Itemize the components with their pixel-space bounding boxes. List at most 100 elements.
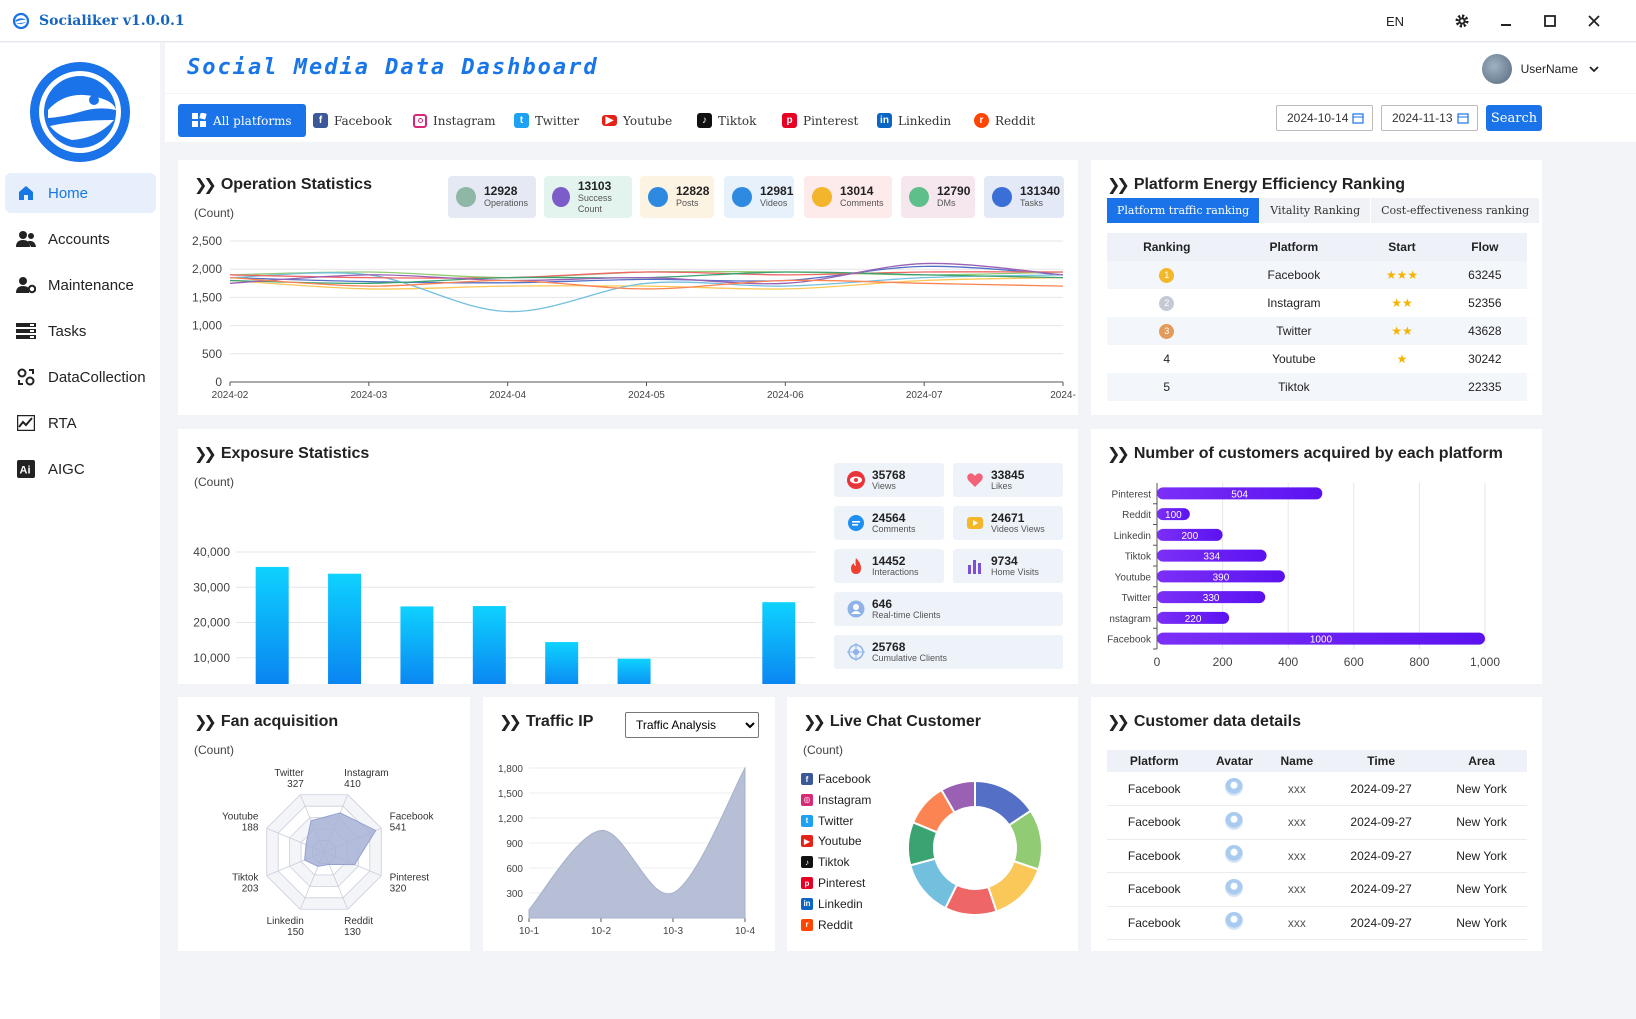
users-icon <box>846 599 866 619</box>
chevrons-icon: ❯❯ <box>499 714 522 731</box>
legend-item-youtube: ▶ Youtube <box>801 834 862 848</box>
pinterest-icon: p <box>801 877 813 889</box>
table-row: 4 Youtube ★ 30242 <box>1107 345 1527 373</box>
series-line-5 <box>229 271 1064 279</box>
table-row: Facebook xxx 2024-09-27 New York <box>1107 839 1527 873</box>
table-row: 2 Instagram ★★ 52356 <box>1107 289 1527 317</box>
avatar-icon <box>1225 912 1244 931</box>
stars-cell: ★★★ <box>1361 261 1443 289</box>
sidebar-item-accounts[interactable]: Accounts <box>5 219 156 259</box>
y-tick-label: 0 <box>517 914 523 925</box>
close-icon[interactable] <box>1572 0 1616 42</box>
stat-label: DMs <box>937 198 956 208</box>
unit-label: (Count) <box>194 206 235 220</box>
sidebar-item-home[interactable]: Home <box>5 173 156 213</box>
stat-box-tasks: 131340 Tasks <box>984 176 1064 218</box>
tab-pinterest[interactable]: p Pinterest <box>782 104 858 137</box>
compass-icon <box>648 187 668 207</box>
sidebar-nav: Home Accounts Maintenance Tasks DataColl… <box>5 173 156 495</box>
brand-logo-icon <box>30 62 130 162</box>
language-selector[interactable]: EN <box>1385 13 1404 29</box>
fire-icon <box>846 556 866 576</box>
y-tick-label: Linkedin <box>1114 531 1151 542</box>
x-tick-label: 2024-04 <box>489 390 526 401</box>
y-tick-label: 1,200 <box>498 814 523 825</box>
tab-tiktok[interactable]: ♪ Tiktok <box>697 104 756 137</box>
legend-item-facebook: f Facebook <box>801 772 871 786</box>
unit-label: (Count) <box>194 743 235 757</box>
sidebar-item-label: Maintenance <box>48 276 134 294</box>
traffic-analysis-select[interactable]: Traffic Analysis <box>625 712 759 738</box>
tab-facebook[interactable]: f Facebook <box>313 104 392 137</box>
minimize-icon[interactable] <box>1484 0 1528 42</box>
time-cell: 2024-09-27 <box>1326 805 1437 840</box>
all-platforms-icon <box>192 113 207 128</box>
x-tick-label: 2024-05 <box>628 390 665 401</box>
sidebar-item-datacollection[interactable]: DataCollection <box>5 357 156 397</box>
tab-youtube[interactable]: ▶ Youtube <box>602 104 672 137</box>
x-tick-label: 200 <box>1213 655 1233 669</box>
stat-box-comments: 13014 Comments <box>804 176 892 218</box>
stat-label: Home Visits <box>991 566 1039 577</box>
area-cell: New York <box>1436 906 1527 940</box>
app-logo-icon <box>12 12 30 29</box>
stat-box-comments: 24564 Comments <box>834 506 944 540</box>
y-tick-label: 20,000 <box>193 616 230 630</box>
start-date-input[interactable]: 2024-10-14 <box>1276 105 1373 131</box>
sidebar-item-maintenance[interactable]: Maintenance <box>5 265 156 305</box>
sidebar-item-tasks[interactable]: Tasks <box>5 311 156 351</box>
operation-statistics-card: ❯❯ Operation Statistics (Count) 12928 Oper… <box>178 160 1078 415</box>
user-menu[interactable]: UserName <box>1481 54 1600 84</box>
stat-value: 646 <box>872 596 893 611</box>
stat-value: 131340 <box>1020 184 1061 198</box>
avatar-cell <box>1201 872 1268 907</box>
bar-value-label: 100 <box>1165 510 1182 521</box>
search-button[interactable]: Search <box>1486 105 1542 131</box>
y-tick-label: nstagram <box>1109 614 1151 625</box>
heart-icon <box>965 470 985 490</box>
sidebar-item-rta[interactable]: RTA <box>5 403 156 443</box>
stat-label: Operations <box>484 198 529 208</box>
bar-pinterest <box>1157 487 1323 500</box>
customers-card: ❯❯ Number of customers acquired by each p… <box>1091 429 1542 684</box>
tab-vitality-ranking[interactable]: Vitality Ranking <box>1260 198 1371 223</box>
name-cell: xxx <box>1267 805 1327 840</box>
tab-platform-traffic-ranking[interactable]: Platform traffic ranking <box>1107 198 1260 223</box>
column-header: Name <box>1267 750 1327 772</box>
tab-linkedin[interactable]: in Linkedin <box>877 104 951 137</box>
stat-value: 13103 <box>577 178 612 193</box>
end-date-input[interactable]: 2024-11-13 <box>1381 105 1478 131</box>
platform-cell: Facebook <box>1226 261 1362 289</box>
stat-label: Videos Views <box>991 523 1045 534</box>
series-line-7 <box>229 262 1064 285</box>
sidebar-item-aigc[interactable]: Ai AIGC <box>5 449 156 489</box>
reddit-icon: r <box>974 113 989 128</box>
customers-bar-chart: 0 200 400 600 800 1,000 Facebook 1000 nstagram 22… <box>1107 483 1500 669</box>
tab-cost-effectiveness-ranking[interactable]: Cost-effectiveness ranking <box>1371 198 1540 223</box>
area-cell: New York <box>1436 805 1527 840</box>
table-row: 3 Twitter ★★ 43628 <box>1107 317 1527 345</box>
youtube-icon: ▶ <box>602 115 617 126</box>
donut-slice-reddit <box>940 779 976 814</box>
linkedin-icon: in <box>801 897 813 910</box>
legend-item-twitter: t Twitter <box>801 814 853 828</box>
tab-all-platforms[interactable]: All platforms <box>178 104 306 137</box>
bar-facebook <box>1157 632 1485 645</box>
tab-instagram[interactable]: Instagram <box>413 104 496 137</box>
maximize-icon[interactable] <box>1528 0 1572 42</box>
x-tick-label: 10-1 <box>519 926 539 937</box>
settings-gear-icon[interactable] <box>1440 0 1484 42</box>
x-tick-label: 2024-02 <box>212 390 249 401</box>
facebook-icon: f <box>801 773 813 785</box>
chevrons-icon: ❯❯ <box>194 177 217 194</box>
sidebar-item-label: Tasks <box>48 322 87 340</box>
page-title: Social Media Data Dashboard <box>187 55 599 80</box>
ranking-card: ❯❯ Platform Energy Efficiency Ranking Pla… <box>1091 160 1542 415</box>
stat-label: Likes <box>991 480 1013 491</box>
tab-reddit[interactable]: r Reddit <box>974 104 1035 137</box>
legend-label: Reddit <box>818 917 853 932</box>
bar-nstagram <box>1157 611 1230 624</box>
time-cell: 2024-09-27 <box>1326 906 1437 940</box>
unit-label: (Count) <box>803 743 844 757</box>
tab-twitter[interactable]: t Twitter <box>514 104 579 137</box>
